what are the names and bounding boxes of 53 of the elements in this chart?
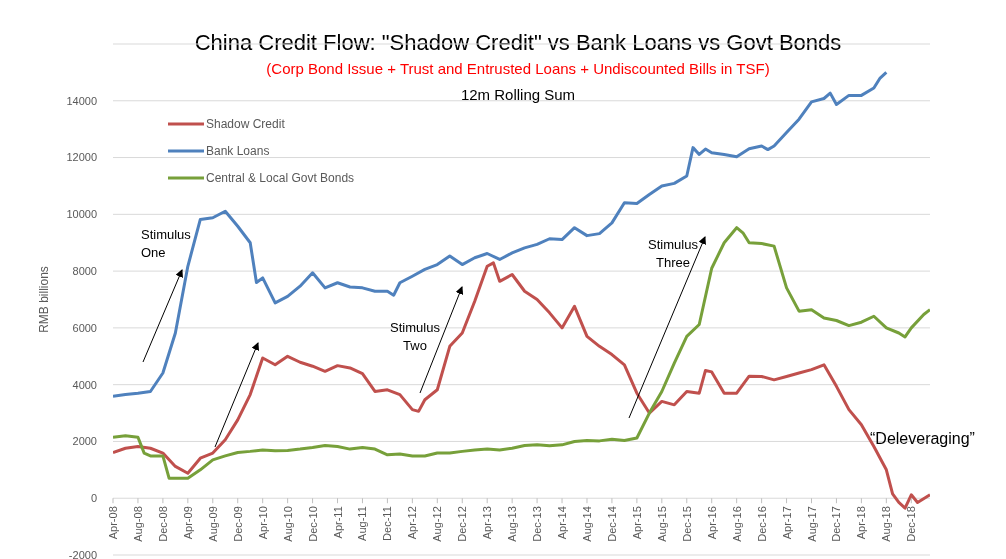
legend-label: Bank Loans — [206, 143, 270, 158]
text: (Corp Bond Issue + Trust and Entrusted Loans + Undiscounted Bills in TSF) — [265, 60, 771, 77]
x-tick-label: Aug-08 — [131, 506, 144, 542]
x-tick-label: Dec-11 — [381, 506, 394, 541]
x-tick-label: Apr-14 — [556, 506, 569, 540]
x-tick-label: Aug-18 — [880, 506, 893, 542]
y-tick-label: 2000 — [72, 435, 97, 448]
x-tick-label: Dec-16 — [755, 506, 768, 542]
y-tick-label: 0 — [90, 492, 97, 505]
x-tick-label: Dec-09 — [231, 506, 244, 542]
x-tick-label: Dec-17 — [830, 506, 843, 542]
x-tick-label: Aug-15 — [655, 506, 668, 542]
x-tick-label: Dec-10 — [306, 506, 319, 542]
chart-title: China Credit Flow: "Shadow Credit" vs Bank Loans vs Govt Bonds — [193, 30, 843, 56]
x-tick-label: Apr-12 — [406, 506, 419, 540]
x-tick-label: Apr-17 — [780, 506, 793, 540]
x-tick-label: Dec-13 — [531, 506, 544, 542]
x-tick-label: Dec-15 — [680, 506, 693, 542]
x-tick-label: Dec-18 — [905, 506, 918, 542]
annotation: 12m Rolling Sum — [459, 85, 577, 105]
x-tick-label: Dec-14 — [605, 506, 618, 542]
y-axis-title: RMB billions — [37, 266, 52, 333]
x-tick-label: Apr-16 — [705, 506, 718, 540]
annotation: Stimulus Three — [647, 236, 699, 273]
annotation: Stimulus One — [141, 226, 192, 263]
x-tick-label: Apr-09 — [181, 506, 194, 540]
annotation: “Deleveraging” — [870, 429, 976, 449]
x-tick-label: Aug-17 — [805, 506, 818, 542]
x-tick-label: Aug-11 — [356, 506, 369, 541]
x-tick-label: Apr-13 — [481, 506, 494, 540]
x-tick-label: Aug-12 — [431, 506, 444, 542]
x-tick-label: Aug-14 — [580, 506, 593, 542]
x-tick-label: Aug-09 — [206, 506, 219, 542]
y-tick-label: 10000 — [66, 208, 97, 221]
x-tick-label: Apr-08 — [107, 506, 119, 540]
x-tick-label: Apr-18 — [855, 506, 868, 540]
legend-label: Shadow Credit — [206, 116, 285, 131]
x-tick-label: Dec-12 — [456, 506, 469, 542]
y-tick-label: 8000 — [72, 265, 97, 278]
x-tick-label: Apr-11 — [331, 506, 344, 539]
y-tick-label: 4000 — [72, 378, 97, 391]
y-tick-label: -2000 — [68, 548, 97, 559]
y-tick-label: 6000 — [72, 321, 97, 334]
y-tick-label: 12000 — [66, 151, 97, 164]
legend-label: Central & Local Govt Bonds — [206, 170, 355, 185]
annotation: Stimulus Two — [389, 319, 441, 356]
x-tick-label: Dec-08 — [156, 506, 169, 542]
x-tick-label: Aug-16 — [730, 506, 743, 542]
x-tick-label: Aug-10 — [281, 506, 294, 542]
x-tick-label: Aug-13 — [506, 506, 519, 542]
x-tick-label: Apr-10 — [256, 506, 269, 540]
y-tick-label: 14000 — [66, 94, 97, 107]
x-tick-label: Apr-15 — [630, 506, 643, 540]
